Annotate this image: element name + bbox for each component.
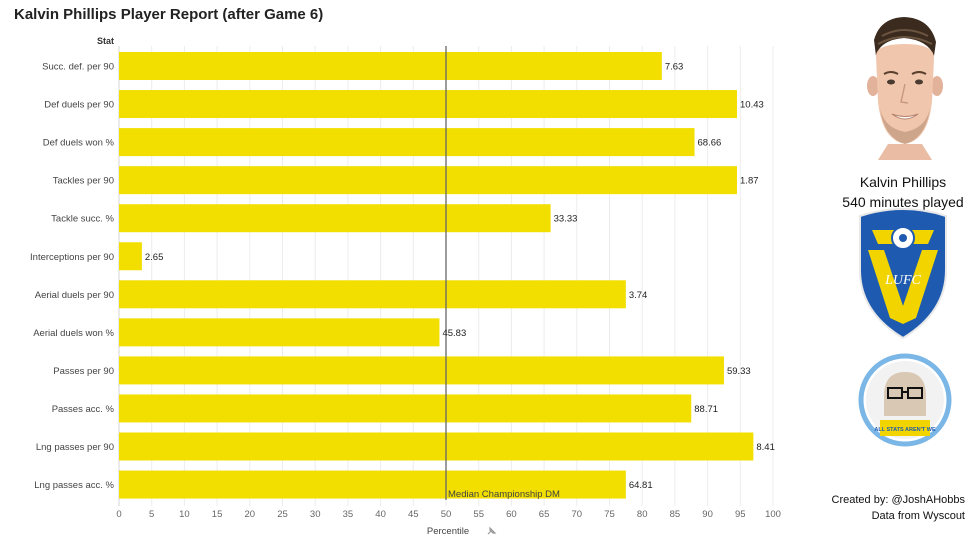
x-tick-labels: 0 5 10 15 20 25 30 35 40 45 50 55 60 65 70 75 80 85 90 95 10… — [116, 509, 781, 520]
data-label: 68.66 — [698, 138, 722, 149]
data-label: 33.33 — [554, 214, 578, 225]
bar — [119, 356, 724, 385]
x-tick-label: 80 — [637, 509, 648, 520]
data-label: 8.41 — [756, 442, 775, 453]
x-tick-label: 5 — [149, 509, 154, 520]
data-label: 88.71 — [694, 404, 718, 415]
data-label: 2.65 — [145, 252, 164, 263]
median-group: Median Championship DM — [445, 46, 560, 500]
bar — [119, 128, 695, 157]
data-source: Data from Wyscout — [871, 510, 965, 522]
category-label: Tackles per 90 — [53, 176, 114, 187]
bar — [119, 204, 551, 233]
bar — [119, 280, 626, 309]
x-tick-label: 70 — [572, 509, 583, 520]
percentile-bar-chart: Median Championship DM Succ. def. per 90… — [30, 36, 781, 537]
data-label: 3.74 — [629, 290, 648, 301]
right-panel: Kalvin Phillips 540 minutes played LUFC … — [828, 0, 978, 545]
bar — [119, 166, 738, 195]
x-tick-label: 25 — [277, 509, 288, 520]
stat-column-header: Stat — [97, 36, 114, 46]
x-tick-label: 45 — [408, 509, 419, 520]
badge-text: ALL STATS AREN'T WE — [874, 427, 936, 433]
x-tick-label: 15 — [212, 509, 223, 520]
x-tick-label: 75 — [604, 509, 615, 520]
category-label: Def duels won % — [43, 138, 115, 149]
median-label: Median Championship DM — [448, 489, 560, 500]
data-label: 59.33 — [727, 366, 751, 377]
crest-letters: LUFC — [884, 273, 921, 288]
bar — [119, 242, 142, 271]
category-label: Interceptions per 90 — [30, 252, 114, 263]
category-label: Def duels per 90 — [44, 100, 114, 111]
category-label: Lng passes acc. % — [34, 480, 114, 491]
player-photo — [867, 17, 943, 160]
category-label: Passes per 90 — [53, 366, 114, 377]
created-by: Created by: @JoshAHobbs — [831, 494, 965, 506]
bars — [119, 52, 754, 499]
bar — [119, 90, 738, 119]
x-axis-label: Percentile — [427, 526, 469, 537]
blog-badge: ALL STATS AREN'T WE — [858, 353, 952, 447]
bar — [119, 470, 626, 499]
data-label: 45.83 — [442, 328, 466, 339]
category-label: Lng passes per 90 — [36, 442, 114, 453]
data-label: 10.43 — [740, 100, 764, 111]
minutes-played: 540 minutes played — [842, 194, 964, 210]
category-label: Aerial duels won % — [33, 328, 114, 339]
club-crest: LUFC — [859, 208, 947, 340]
pin-icon — [487, 526, 497, 535]
x-tick-label: 35 — [343, 509, 354, 520]
data-label: 7.63 — [665, 62, 684, 73]
x-tick-label: 30 — [310, 509, 321, 520]
data-label: 64.81 — [629, 480, 653, 491]
x-tick-label: 0 — [116, 509, 121, 520]
x-tick-label: 40 — [375, 509, 386, 520]
chart-title: Kalvin Phillips Player Report (after Gam… — [14, 6, 324, 23]
value-labels: 7.63 10.43 68.66 1.87 33.33 2.65 3.74 45.83 59.3… — [145, 62, 775, 492]
x-tick-label: 85 — [670, 509, 681, 520]
category-label: Passes acc. % — [52, 404, 115, 415]
x-tick-label: 100 — [765, 509, 781, 520]
x-tick-label: 65 — [539, 509, 550, 520]
category-label: Succ. def. per 90 — [42, 62, 114, 73]
category-label: Aerial duels per 90 — [35, 290, 114, 301]
bar — [119, 318, 440, 347]
bar — [119, 52, 662, 80]
data-label: 1.87 — [740, 176, 759, 187]
x-tick-label: 50 — [441, 509, 452, 520]
x-tick-label: 90 — [702, 509, 713, 520]
bar — [119, 432, 754, 461]
player-name: Kalvin Phillips — [859, 174, 947, 190]
bar — [119, 394, 692, 423]
category-label: Tackle succ. % — [51, 214, 114, 225]
x-tick-label: 10 — [179, 509, 190, 520]
x-tick-label: 60 — [506, 509, 517, 520]
x-tick-label: 95 — [735, 509, 746, 520]
x-tick-label: 55 — [473, 509, 484, 520]
x-tick-label: 20 — [245, 509, 256, 520]
category-labels: Succ. def. per 90 Def duels per 90 Def due… — [30, 62, 115, 492]
